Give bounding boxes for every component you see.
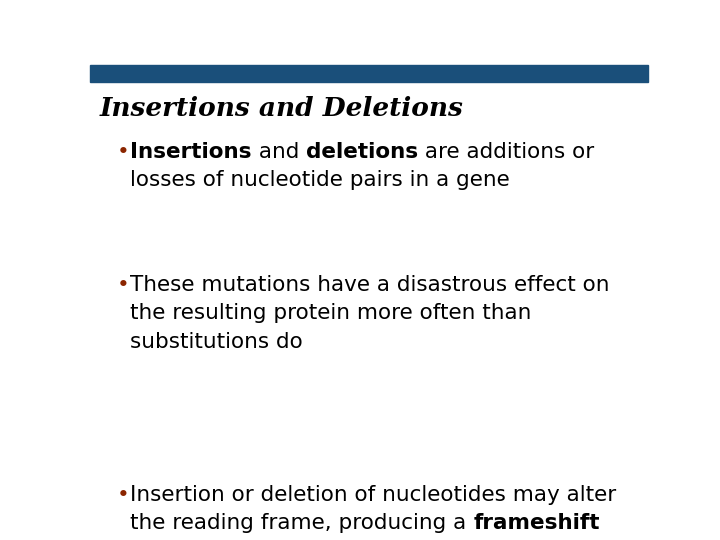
Text: •: • [117, 485, 130, 505]
Text: losses of nucleotide pairs in a gene: losses of nucleotide pairs in a gene [130, 170, 510, 190]
Text: •: • [117, 141, 130, 161]
Text: frameshift: frameshift [473, 513, 600, 533]
Text: substitutions do: substitutions do [130, 332, 303, 352]
Text: Insertions: Insertions [130, 141, 252, 161]
Text: Insertions and Deletions: Insertions and Deletions [100, 96, 464, 121]
Text: the resulting protein more often than: the resulting protein more often than [130, 303, 531, 323]
Text: These mutations have a disastrous effect on: These mutations have a disastrous effect… [130, 275, 610, 295]
Text: Insertion or deletion of nucleotides may alter: Insertion or deletion of nucleotides may… [130, 485, 616, 505]
Text: are additions or: are additions or [418, 141, 594, 161]
Text: and: and [252, 141, 306, 161]
Text: the reading frame, producing a: the reading frame, producing a [130, 513, 473, 533]
Bar [90, 65, 648, 82]
Text: deletions: deletions [306, 141, 418, 161]
Text: •: • [117, 275, 130, 295]
